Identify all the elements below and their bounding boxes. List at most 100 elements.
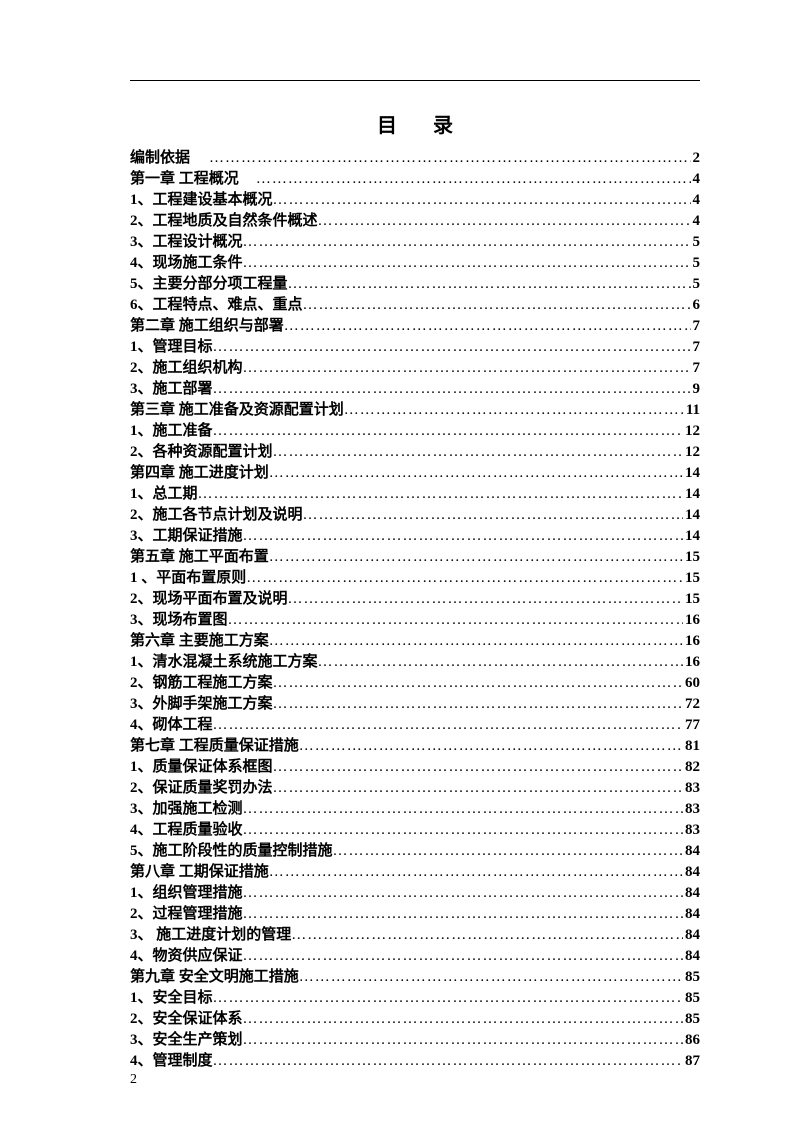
- toc-entry-page: 15: [683, 589, 700, 610]
- toc-entry-page: 7: [691, 337, 701, 358]
- toc-entry-page: 14: [683, 505, 700, 526]
- toc-entry-page: 84: [683, 841, 700, 862]
- toc-row: 4、物资供应保证84: [130, 946, 700, 967]
- toc-entry-label: 2、各种资源配置计划: [130, 442, 273, 463]
- page-number: 2: [130, 1072, 137, 1088]
- toc-row: 第三章 施工准备及资源配置计划11: [130, 400, 700, 421]
- toc-leader-dots: [228, 610, 683, 631]
- toc-entry-page: 15: [683, 547, 700, 568]
- toc-entry-label: 第六章 主要施工方案: [130, 631, 269, 652]
- toc-row: 3、 施工进度计划的管理84: [130, 925, 700, 946]
- toc-row: 2、施工组织机构7: [130, 358, 700, 379]
- toc-leader-dots: [269, 547, 683, 568]
- toc-row: 2、钢筋工程施工方案 60: [130, 673, 700, 694]
- toc-entry-label: 3、外脚手架施工方案: [130, 694, 273, 715]
- toc-entry-page: 4: [691, 169, 701, 190]
- toc-leader-dots: [299, 736, 683, 757]
- toc-row: 1、总工期 14: [130, 484, 700, 505]
- toc-entry-page: 84: [683, 946, 700, 967]
- toc-entry-page: 77: [683, 715, 700, 736]
- toc-leader-dots: [243, 799, 683, 820]
- toc-row: 1 、平面布置原则15: [130, 568, 700, 589]
- toc-leader-dots: [284, 316, 691, 337]
- toc-entry-page: 12: [683, 421, 700, 442]
- toc-entry-page: 14: [683, 463, 700, 484]
- toc-entry-page: 5: [691, 253, 701, 274]
- toc-leader-dots: [291, 925, 683, 946]
- toc-row: 1、组织管理措施 84: [130, 883, 700, 904]
- toc-entry-page: 9: [691, 379, 701, 400]
- document-page: 目录 编制依据2第一章 工程概况41、工程建设基本概况42、工程地质及自然条件概…: [0, 0, 800, 1112]
- toc-leader-dots: [243, 253, 691, 274]
- toc-leader-dots: [213, 1051, 683, 1072]
- toc-row: 5、施工阶段性的质量控制措施 84: [130, 841, 700, 862]
- toc-entry-page: 12: [683, 442, 700, 463]
- toc-row: 5、主要分部分项工程量5: [130, 274, 700, 295]
- toc-entry-label: 2、过程管理措施: [130, 904, 243, 925]
- toc-entry-page: 82: [683, 757, 700, 778]
- toc-leader-dots: [273, 778, 683, 799]
- toc-entry-page: 16: [683, 631, 700, 652]
- toc-row: 2、工程地质及自然条件概述 4: [130, 211, 700, 232]
- toc-leader-dots: [246, 568, 683, 589]
- toc-row: 3、外脚手架施工方案72: [130, 694, 700, 715]
- toc-entry-label: 2、钢筋工程施工方案: [130, 673, 273, 694]
- toc-leader-dots: [273, 442, 683, 463]
- toc-entry-label: 1、安全目标: [130, 988, 213, 1009]
- toc-entry-label: 3、安全生产策划: [130, 1030, 243, 1051]
- toc-entry-page: 60: [683, 673, 700, 694]
- toc-row: 3、工程设计概况5: [130, 232, 700, 253]
- toc-entry-label: 1、工程建设基本概况: [130, 190, 273, 211]
- toc-row: 1、安全目标85: [130, 988, 700, 1009]
- toc-entry-page: 81: [683, 736, 700, 757]
- toc-row: 第二章 施工组织与部署7: [130, 316, 700, 337]
- toc-row: 2、过程管理措施84: [130, 904, 700, 925]
- toc-entry-page: 83: [683, 778, 700, 799]
- toc-entry-label: 编制依据: [130, 148, 190, 169]
- toc-entry-label: 5、主要分部分项工程量: [130, 274, 288, 295]
- toc-entry-page: 16: [683, 652, 700, 673]
- toc-entry-label: 5、施工阶段性的质量控制措施: [130, 841, 333, 862]
- toc-row: 编制依据2: [130, 148, 700, 169]
- toc-entry-page: 85: [683, 967, 700, 988]
- toc-row: 第九章 安全文明施工措施85: [130, 967, 700, 988]
- toc-leader-dots: [243, 946, 683, 967]
- toc-entry-label: 第一章 工程概况: [130, 169, 239, 190]
- toc-entry-label: 1、清水混凝土系统施工方案: [130, 652, 318, 673]
- toc-entry-label: 第五章 施工平面布置: [130, 547, 269, 568]
- toc-entry-page: 7: [691, 316, 701, 337]
- toc-entry-label: 6、工程特点、难点、重点: [130, 295, 303, 316]
- toc-leader-dots: [303, 295, 691, 316]
- toc-entry-label: 1、组织管理措施: [130, 883, 243, 904]
- toc-entry-label: 3、工程设计概况: [130, 232, 243, 253]
- toc-row: 4、管理制度87: [130, 1051, 700, 1072]
- toc-leader-dots: [198, 484, 683, 505]
- toc-leader-dots: [256, 169, 691, 190]
- toc-row: 1、管理目标 7: [130, 337, 700, 358]
- toc-leader-dots: [303, 505, 683, 526]
- toc-row: 1、质量保证体系框图82: [130, 757, 700, 778]
- toc-entry-page: 14: [683, 484, 700, 505]
- toc-leader-dots: [273, 694, 683, 715]
- toc-list: 编制依据2第一章 工程概况41、工程建设基本概况42、工程地质及自然条件概述 4…: [130, 148, 700, 1072]
- toc-entry-label: 2、现场平面布置及说明: [130, 589, 288, 610]
- toc-row: 3、工期保证措施14: [130, 526, 700, 547]
- toc-entry-label: 第四章 施工进度计划: [130, 463, 269, 484]
- toc-leader-dots: [318, 211, 691, 232]
- toc-entry-label: 1、施工准备: [130, 421, 213, 442]
- toc-entry-label: 1、管理目标: [130, 337, 213, 358]
- toc-entry-label: 1、总工期: [130, 484, 198, 505]
- toc-entry-page: 83: [683, 820, 700, 841]
- toc-row: 6、工程特点、难点、重点6: [130, 295, 700, 316]
- toc-leader-dots: [269, 463, 683, 484]
- toc-entry-label: 第七章 工程质量保证措施: [130, 736, 299, 757]
- toc-leader-dots: [243, 1030, 683, 1051]
- toc-entry-label: 第八章 工期保证措施: [130, 862, 269, 883]
- toc-entry-label: 2、施工组织机构: [130, 358, 243, 379]
- toc-entry-label: 4、工程质量验收: [130, 820, 243, 841]
- toc-leader-dots: [243, 820, 683, 841]
- toc-entry-label: 4、砌体工程: [130, 715, 213, 736]
- toc-entry-page: 84: [683, 883, 700, 904]
- toc-row: 3、施工部署9: [130, 379, 700, 400]
- toc-row: 2、各种资源配置计划 12: [130, 442, 700, 463]
